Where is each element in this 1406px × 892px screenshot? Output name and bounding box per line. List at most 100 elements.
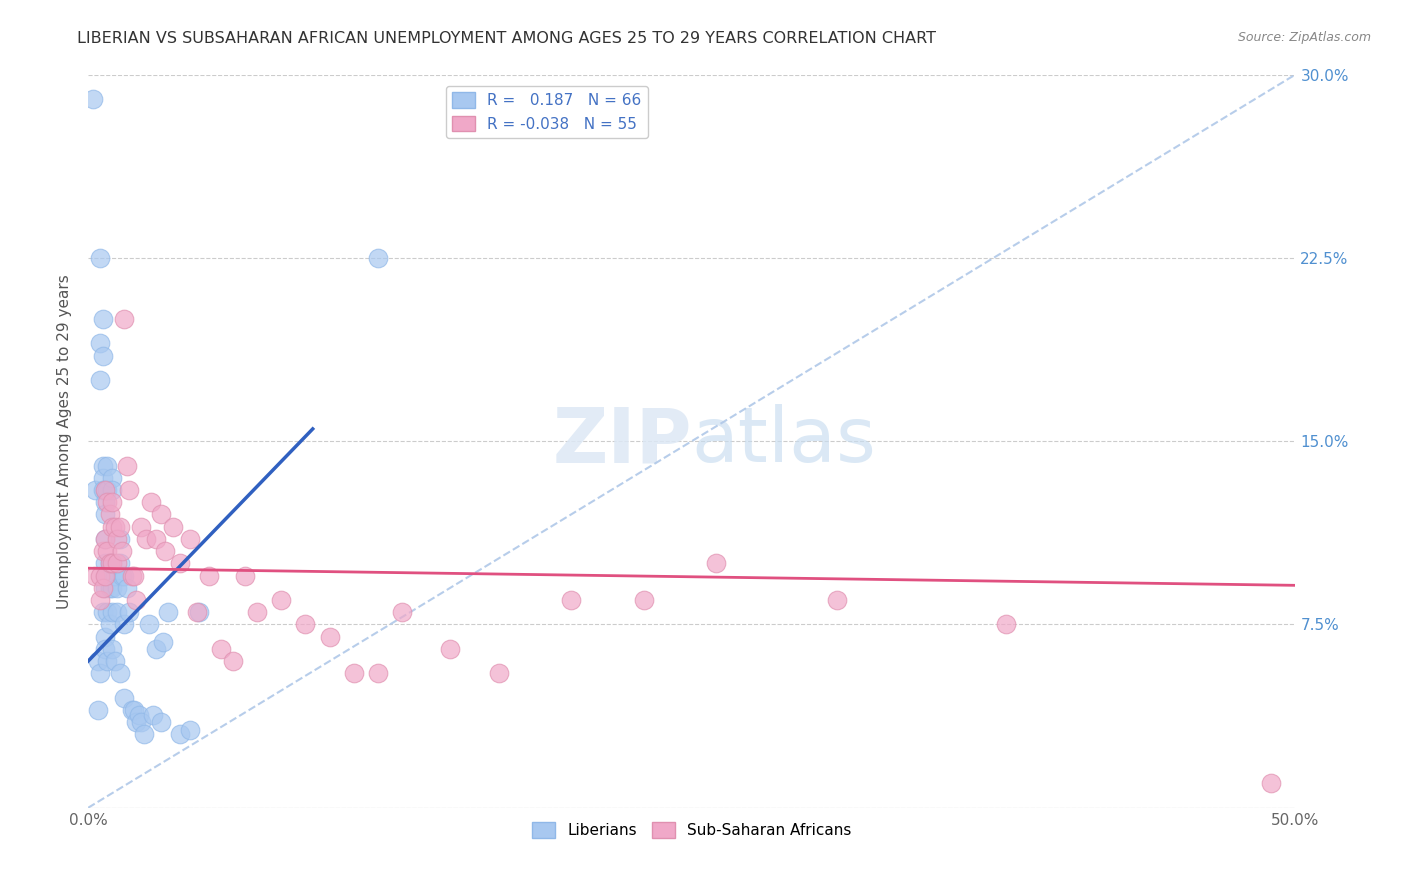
Text: ZIP: ZIP [553,404,692,478]
Point [101,519,124,533]
Point [96,568,118,582]
Point [156,605,179,619]
Point [209,641,232,656]
Point [825,593,848,607]
Point [101,483,124,497]
Point [294,617,316,632]
Point [91,458,114,473]
Point [162,519,184,533]
Point [89,373,111,387]
Point [105,532,128,546]
Point [439,641,461,656]
Point [118,483,141,497]
Point [96,458,118,473]
Point [94,581,117,595]
Point [96,654,118,668]
Point [188,605,211,619]
Point [91,349,114,363]
Point [142,707,165,722]
Point [179,723,201,737]
Point [125,715,148,730]
Point [96,483,118,497]
Point [89,666,111,681]
Point [91,581,114,595]
Text: Source: ZipAtlas.com: Source: ZipAtlas.com [1237,31,1371,45]
Point [367,251,389,265]
Text: atlas: atlas [692,404,877,478]
Point [152,634,174,648]
Point [94,532,117,546]
Point [101,641,124,656]
Point [94,557,117,571]
Point [169,727,191,741]
Point [105,557,128,571]
Point [112,312,135,326]
Point [94,508,117,522]
Point [111,568,134,582]
Point [98,557,121,571]
Point [129,715,152,730]
Legend: Liberians, Sub-Saharan Africans: Liberians, Sub-Saharan Africans [526,816,858,844]
Point [91,544,114,558]
Y-axis label: Unemployment Among Ages 25 to 29 years: Unemployment Among Ages 25 to 29 years [58,274,72,608]
Point [994,617,1017,632]
Point [125,593,148,607]
Point [104,519,127,533]
Point [89,568,111,582]
Point [87,654,110,668]
Point [112,568,135,582]
Point [94,483,117,497]
Point [1260,776,1282,790]
Point [121,568,143,582]
Point [98,557,121,571]
Point [222,654,245,668]
Point [89,593,111,607]
Point [108,666,131,681]
Point [94,630,117,644]
Point [704,557,727,571]
Point [112,617,135,632]
Point [128,707,150,722]
Point [105,605,128,619]
Point [115,458,138,473]
Point [94,532,117,546]
Point [367,666,389,681]
Point [108,519,131,533]
Point [139,495,162,509]
Point [246,605,269,619]
Point [233,568,256,582]
Point [198,568,221,582]
Point [89,251,111,265]
Point [105,581,128,595]
Point [391,605,413,619]
Point [270,593,292,607]
Point [96,544,118,558]
Point [108,532,131,546]
Point [91,483,114,497]
Point [87,703,110,717]
Point [121,703,143,717]
Point [560,593,582,607]
Point [101,557,124,571]
Point [633,593,655,607]
Point [118,605,141,619]
Point [108,557,131,571]
Point [101,495,124,509]
Point [98,581,121,595]
Point [115,581,138,595]
Point [104,654,127,668]
Point [91,471,114,485]
Point [318,630,340,644]
Point [122,703,145,717]
Point [145,532,167,546]
Point [149,715,172,730]
Point [89,336,111,351]
Point [94,495,117,509]
Point [98,508,121,522]
Point [94,483,117,497]
Point [169,557,191,571]
Point [149,508,172,522]
Point [129,519,152,533]
Point [94,568,117,582]
Point [186,605,208,619]
